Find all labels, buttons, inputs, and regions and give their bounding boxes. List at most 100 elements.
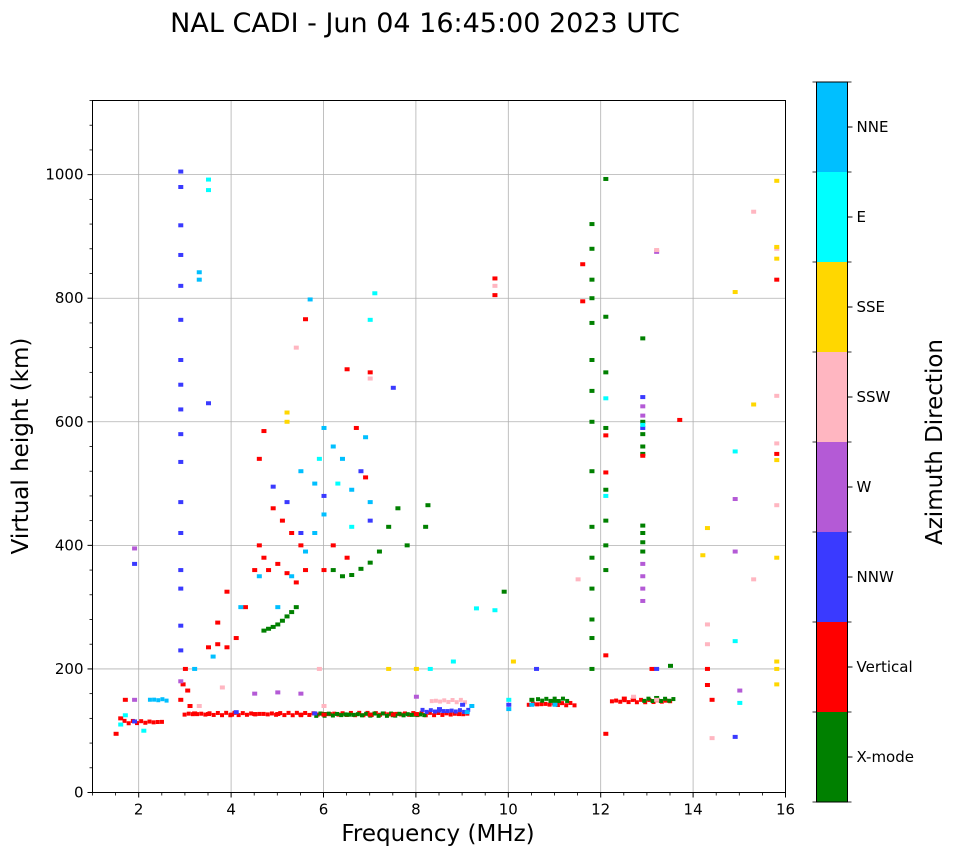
echo-e <box>603 493 609 498</box>
band-mark-x-mode <box>326 711 331 716</box>
echo-nne <box>312 531 318 535</box>
echo-x-mode <box>589 636 595 641</box>
echo-vertical <box>330 543 336 548</box>
echo-x-mode <box>293 605 299 610</box>
band-mark-x-mode <box>658 698 663 703</box>
x-tick-label: 10 <box>499 801 518 819</box>
echo-vertical <box>289 531 295 535</box>
band-mark-vertical <box>290 713 295 718</box>
echo-sse <box>774 178 780 183</box>
echo-nnw <box>312 711 318 716</box>
colorbar: X-mode Vertical NNW W SSW SSE E NNE <box>812 81 914 803</box>
echo-e <box>603 396 609 401</box>
echo-e <box>492 608 498 613</box>
band-mark-vertical <box>448 712 453 717</box>
colorbar-tick-label: SSW <box>857 388 891 406</box>
echo-ssw <box>654 697 660 702</box>
band-mark-vertical <box>151 720 156 725</box>
echo-nne <box>192 666 198 671</box>
band-mark-nnw <box>449 708 454 713</box>
echo-x-mode <box>589 524 595 529</box>
data-layer <box>113 169 780 741</box>
band-mark-ssw <box>458 697 463 702</box>
echo-vertical <box>256 543 262 548</box>
echo-vertical <box>256 456 262 461</box>
echo-vertical <box>279 518 285 523</box>
echo-vertical <box>192 711 198 716</box>
band-mark-vertical <box>539 702 544 707</box>
echo-w <box>640 404 646 409</box>
echo-nne <box>289 574 295 579</box>
echo-sse <box>704 526 710 531</box>
echo-vertical <box>206 712 211 717</box>
echo-vertical <box>704 666 710 671</box>
echo-sse <box>774 682 780 687</box>
band-mark-x-mode <box>335 711 340 716</box>
echo-sse <box>751 402 757 407</box>
colorbar-tick-label: Vertical <box>857 658 913 676</box>
echo-nnw <box>358 469 364 474</box>
band-mark-vertical <box>457 712 462 717</box>
band-mark-x-mode <box>330 713 335 718</box>
echo-nne <box>275 605 281 610</box>
echo-vertical <box>242 605 248 610</box>
y-axis: 0 200 400 600 800 1000 <box>45 100 93 802</box>
band-mark-vertical <box>155 720 160 725</box>
echo-x-mode <box>603 314 609 319</box>
echo-vertical <box>224 645 230 650</box>
echo-vertical <box>603 470 609 475</box>
echo-sse <box>774 256 780 261</box>
echo-ssw <box>704 642 710 647</box>
band-mark-nne <box>164 698 169 703</box>
band-mark-x-mode <box>552 696 557 701</box>
echo-nne <box>552 702 558 707</box>
echo-vertical <box>492 276 498 281</box>
band-mark-vertical <box>294 710 299 715</box>
echo-ssw <box>492 283 498 288</box>
echo-w <box>640 413 646 418</box>
colorbar-swatch <box>816 82 848 172</box>
echo-e <box>367 317 373 322</box>
band-mark-x-mode <box>650 699 655 704</box>
colorbar-tick-label: NNE <box>857 118 889 136</box>
echo-vertical <box>363 475 369 480</box>
y-tick-label: 600 <box>55 413 84 431</box>
echo-nne <box>321 425 327 430</box>
echo-ssw <box>631 694 637 699</box>
y-tick-label: 800 <box>55 289 84 307</box>
echo-ssw <box>219 685 225 690</box>
echo-nne <box>307 297 313 302</box>
echo-vertical <box>252 568 258 573</box>
band-mark-vertical <box>526 702 531 707</box>
band-mark-x-mode <box>667 698 672 703</box>
echo-vertical <box>122 697 128 702</box>
echo-vertical <box>275 561 281 566</box>
echo-nnw <box>321 493 327 498</box>
echo-vertical <box>774 451 780 456</box>
echo-x-mode <box>603 425 609 430</box>
band-mark-vertical <box>572 703 577 708</box>
echo-e <box>640 422 646 427</box>
band-mark-vertical <box>240 711 245 716</box>
band-mark-vertical <box>618 699 623 704</box>
echo-nnw <box>270 484 276 489</box>
band-mark-vertical <box>282 713 287 718</box>
grid-lines <box>92 100 786 793</box>
colorbar-tick-label: SSE <box>857 298 886 316</box>
colorbar-frame <box>816 81 848 803</box>
echo-vertical <box>580 299 586 304</box>
echo-vertical <box>266 568 272 573</box>
echo-vertical <box>224 589 230 594</box>
echo-sse <box>386 666 392 671</box>
band-mark-ssw <box>442 698 447 703</box>
echo-nnw <box>654 666 660 671</box>
colorbar-tick-label: NNW <box>857 568 894 586</box>
echo-x-mode <box>261 628 267 633</box>
echo-x-mode <box>603 176 609 181</box>
band-mark-x-mode <box>418 712 423 717</box>
band-mark-vertical <box>626 700 631 705</box>
colorbar-swatch <box>816 622 848 712</box>
band-mark-nnw <box>453 709 458 714</box>
band-mark-vertical <box>269 711 274 716</box>
echo-x-mode <box>589 617 595 622</box>
